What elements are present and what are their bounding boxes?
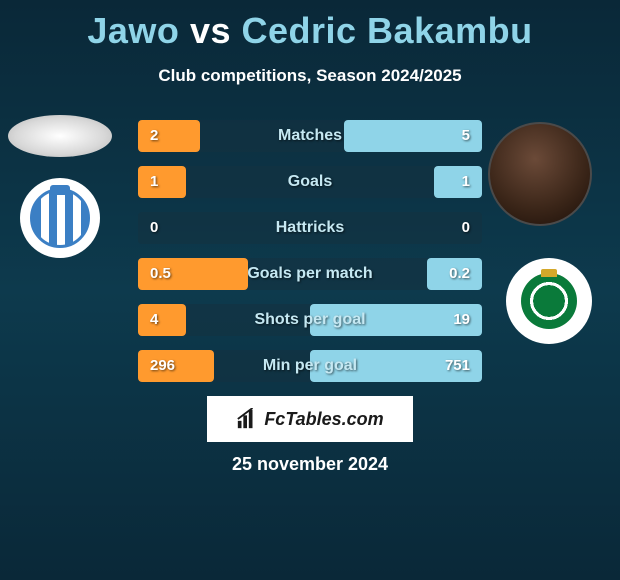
comparison-title: Jawo vs Cedric Bakambu	[0, 0, 620, 52]
vs-text: vs	[190, 10, 231, 51]
stat-label: Min per goal	[138, 350, 482, 382]
stat-label: Hattricks	[138, 212, 482, 244]
stat-label: Shots per goal	[138, 304, 482, 336]
stat-label: Goals	[138, 166, 482, 198]
player2-avatar	[488, 122, 592, 226]
date-text: 25 november 2024	[0, 454, 620, 475]
fctables-logo-icon	[236, 408, 258, 430]
player1-club-badge	[20, 178, 100, 258]
stat-row: 0.50.2Goals per match	[138, 258, 482, 290]
club-badge-icon	[30, 188, 90, 248]
subtitle: Club competitions, Season 2024/2025	[0, 66, 620, 86]
stat-row: 11Goals	[138, 166, 482, 198]
stats-chart: 25Matches 11Goals 00Hattricks 0.50.2Goals p…	[138, 120, 482, 396]
branding-box: FcTables.com	[207, 396, 413, 442]
stat-row: 296751Min per goal	[138, 350, 482, 382]
stat-row: 00Hattricks	[138, 212, 482, 244]
stat-label: Goals per match	[138, 258, 482, 290]
player1-avatar	[8, 115, 112, 157]
stat-row: 419Shots per goal	[138, 304, 482, 336]
branding-text: FcTables.com	[264, 409, 383, 430]
player2-name: Cedric Bakambu	[242, 10, 533, 51]
player2-club-badge	[506, 258, 592, 344]
stat-label: Matches	[138, 120, 482, 152]
club-badge-icon	[521, 273, 577, 329]
stat-row: 25Matches	[138, 120, 482, 152]
player1-name: Jawo	[87, 10, 179, 51]
